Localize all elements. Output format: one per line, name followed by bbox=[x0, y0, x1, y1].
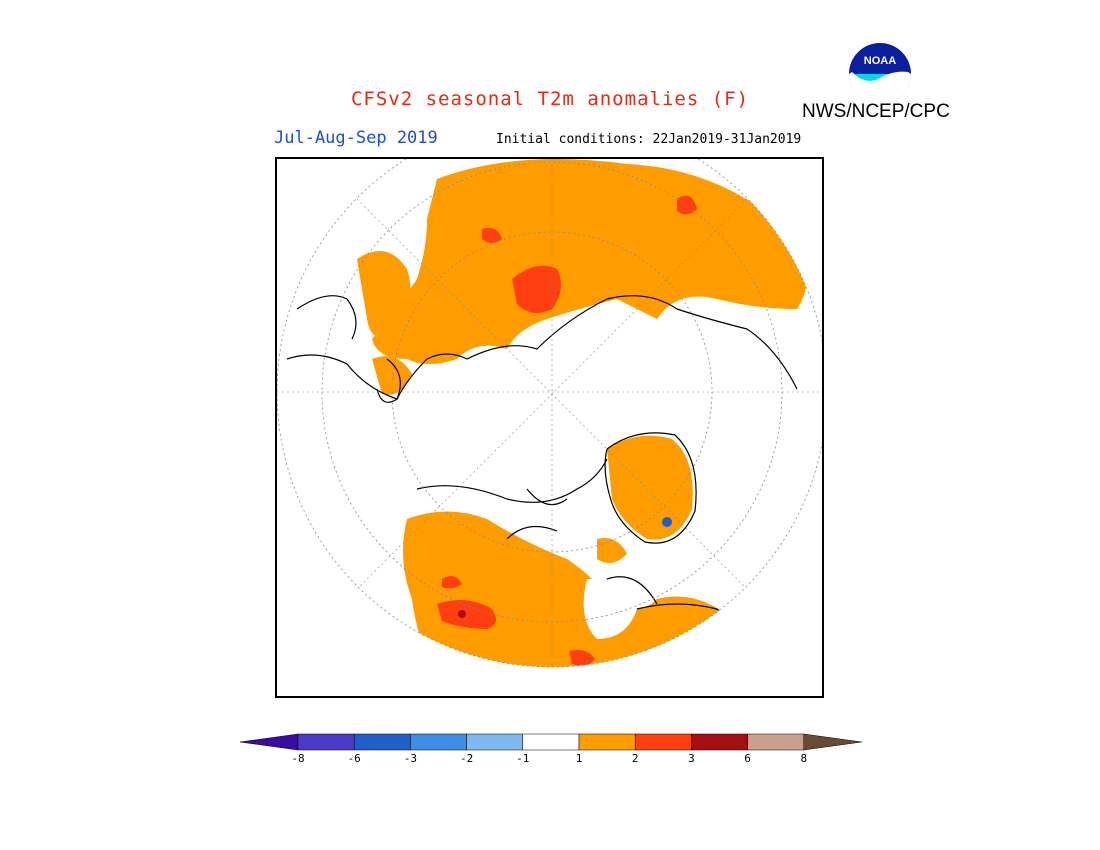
anomaly-area-europe-west bbox=[357, 251, 411, 337]
map-title: CFSv2 seasonal T2m anomalies (F) bbox=[350, 88, 750, 110]
coastline-scandinavia bbox=[376, 358, 401, 403]
noaa-logo-text: NOAA bbox=[864, 55, 896, 67]
colorbar bbox=[239, 733, 862, 751]
colorbar-bin bbox=[691, 733, 748, 751]
warm-hotspot-asia-east bbox=[677, 195, 697, 215]
colorbar-tick-label: 2 bbox=[631, 752, 639, 765]
hot-spot-western-us bbox=[458, 610, 466, 618]
colorbar-tick-label: 3 bbox=[688, 752, 695, 765]
graticule-meridian-4 bbox=[356, 198, 748, 590]
coastline-greenland bbox=[604, 432, 697, 544]
colorbar-bins bbox=[239, 733, 862, 751]
colorbar-tick-label: -2 bbox=[459, 752, 474, 765]
organization-label: NWS/NCEP/CPC bbox=[802, 101, 950, 122]
colorbar-arrow-low bbox=[239, 733, 299, 751]
colorbar-bin bbox=[747, 733, 805, 751]
initial-conditions-label: Initial conditions: 22Jan2019-31Jan2019 bbox=[496, 132, 802, 147]
colorbar-tick-label: -8 bbox=[291, 752, 305, 765]
colorbar-tick-label: 6 bbox=[744, 752, 751, 765]
colorbar-tick-label: -6 bbox=[347, 752, 361, 765]
season-label: Jul-Aug-Sep 2019 bbox=[274, 128, 438, 148]
anomaly-area-arctic-islands bbox=[597, 538, 627, 563]
colorbar-tick-label: 1 bbox=[575, 752, 583, 765]
anomaly-area-eurasia bbox=[372, 159, 807, 364]
neutral-area-hudson-bay bbox=[583, 579, 637, 639]
warm-hotspot-alaska bbox=[442, 575, 462, 589]
polar-map bbox=[277, 159, 822, 668]
warm-hotspot-asia-center bbox=[482, 227, 502, 243]
coastline-mediterranean bbox=[296, 295, 357, 340]
neutral-area-north-africa bbox=[277, 259, 361, 399]
anomaly-area-greenland bbox=[607, 435, 693, 540]
colorbar-tick-label: 8 bbox=[800, 752, 808, 765]
colorbar-tick-label: -3 bbox=[403, 752, 418, 765]
colorbar-bin bbox=[297, 733, 355, 751]
colorbar-bin bbox=[410, 733, 467, 751]
map-panel bbox=[275, 157, 824, 698]
colorbar-bin bbox=[466, 733, 524, 751]
warm-hotspot-western-us bbox=[437, 600, 496, 629]
anomaly-area-scandinavia bbox=[372, 356, 412, 395]
warm-hotspot-siberia bbox=[512, 265, 561, 313]
colorbar-bin bbox=[522, 733, 580, 751]
colorbar-bin bbox=[634, 733, 692, 751]
colorbar-tick-label: -1 bbox=[516, 752, 530, 765]
colorbar-bin bbox=[353, 733, 411, 751]
colorbar-arrow-high bbox=[803, 733, 862, 751]
warm-hotspot-great-lakes bbox=[569, 650, 595, 666]
cool-spot-greenland bbox=[662, 517, 672, 527]
noaa-logo: NOAA bbox=[849, 43, 911, 105]
map-boundary bbox=[277, 159, 822, 668]
coastline-north-america bbox=[416, 458, 734, 660]
colorbar-bin bbox=[578, 733, 636, 751]
coastline-eurasia bbox=[286, 295, 798, 400]
